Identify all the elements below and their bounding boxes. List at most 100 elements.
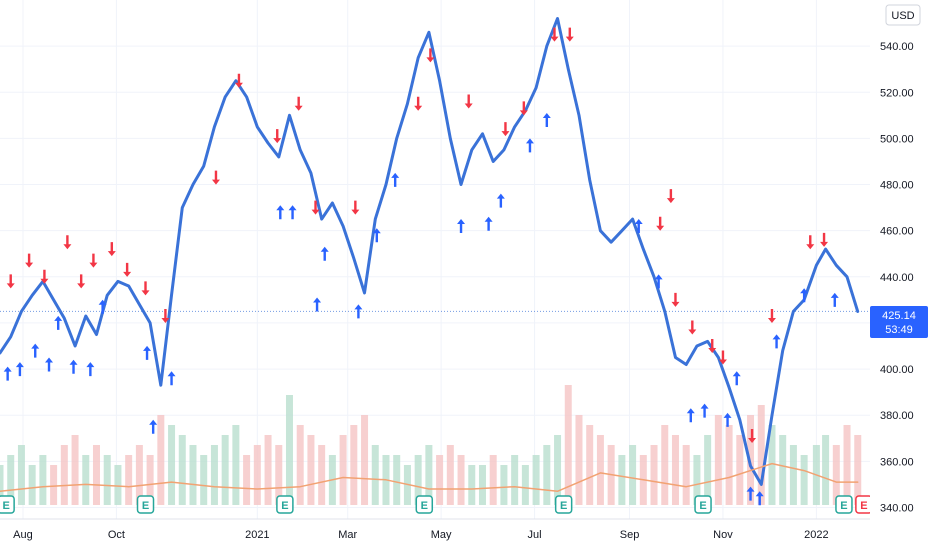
volume-bar [361,415,369,505]
volume-bar [521,465,529,505]
x-tick-label: Sep [620,529,640,541]
buy-signal-arrow [313,297,322,312]
sell-signal-arrow [89,253,98,268]
sell-signal-arrow [273,129,282,144]
earnings-badge-frame [136,495,155,514]
currency-button-frame[interactable] [885,4,921,26]
last-price-tag: 425.14 53:49 [870,306,928,338]
x-axis[interactable]: Aug Oct 2021 Mar May Jul Sep Nov 2022 [13,529,828,541]
y-tick-label: 460.00 [880,226,914,238]
volume-bar [243,455,251,505]
volume-bar [564,385,572,505]
y-tick-label: 540.00 [880,41,914,53]
volume-bar [264,435,272,505]
buy-signal-arrow [700,403,709,418]
earnings-badge[interactable]: E [136,495,155,514]
volume-bar [253,445,261,505]
volume-bar [414,455,422,505]
volume-bar [629,445,637,505]
y-tick-label: 440.00 [880,272,914,284]
buy-signal-arrow [54,315,63,330]
volume-bar [725,425,733,505]
volume-bar [82,455,90,505]
volume-bar [532,455,540,505]
earnings-badge-frame [835,495,853,514]
x-tick-label: Aug [13,529,33,541]
earnings-badge-letter: E [142,500,149,512]
buy-signal-arrow [86,362,95,377]
x-tick-label: 2022 [804,529,828,541]
volume-bar [596,435,604,505]
buy-signal-arrow [69,359,78,374]
sell-signal-arrow [123,262,132,277]
buy-signal-arrow [31,343,40,358]
volume-bar [478,465,486,505]
earnings-badge[interactable]: E [855,495,873,514]
volume-bar [92,445,100,505]
buy-signal-arrow [45,357,54,372]
sell-signal-arrow [294,96,303,111]
y-tick-label: 500.00 [880,133,914,145]
volume-bar [661,425,669,505]
earnings-badge[interactable]: E [694,495,712,514]
volume-bar [200,455,208,505]
volume-bar [178,435,186,505]
buy-signal-arrow [542,112,551,127]
volume-bar [757,405,765,505]
volume-bar [296,425,304,505]
earnings-badge-letter: E [2,500,9,512]
earnings-badge[interactable]: E [554,495,573,514]
volume-bar [822,435,830,505]
sell-signal-arrow [6,274,15,289]
volume-bar [189,445,197,505]
buy-signal-arrow [320,246,329,261]
earnings-badge-frame [276,495,294,514]
sell-signal-arrow [806,235,815,250]
volume-bar [371,445,379,505]
volume-bar [221,435,229,505]
buy-signal-arrow [772,334,781,349]
volume-bar [157,415,165,505]
earnings-badge[interactable]: E [276,495,294,514]
currency-button[interactable]: USD [885,4,921,26]
volume-bar [318,445,326,505]
y-axis-panel[interactable] [870,0,932,550]
sell-signal-arrow [161,309,170,324]
y-tick-label: 400.00 [880,364,914,376]
y-axis[interactable]: 340.00360.00380.00400.00420.00440.00460.… [880,41,914,514]
sell-signal-arrow [708,339,717,353]
moving-average-line [0,462,859,493]
x-tick-label: Mar [338,529,357,541]
volume-bar [457,455,465,505]
sell-signal-arrow [351,200,360,215]
x-tick-label: 2021 [245,529,269,541]
volume-bar [135,445,143,505]
volume-bar [436,455,444,505]
volume-bar [446,445,454,505]
sell-signal-arrow [414,96,423,111]
earnings-badge[interactable]: E [835,495,853,514]
sell-signal-arrow [671,292,680,307]
volume-bar [168,425,176,505]
sell-signal-arrow [311,200,320,215]
y-tick-label: 520.00 [880,87,914,99]
volume-bar [393,455,401,505]
sell-signal-arrow [748,428,757,443]
price-line [0,17,860,486]
x-tick-label: Nov [713,529,733,541]
y-tick-label: 380.00 [880,410,914,422]
buy-signal-arrow [800,288,809,303]
earnings-badge[interactable]: E [0,495,15,514]
volume-bar [489,455,497,505]
volume-bar [39,455,47,505]
sell-signal-arrow [519,101,528,116]
currency-label[interactable]: USD [891,10,914,22]
volume-bar [350,425,358,505]
buy-signal-arrow [746,486,755,501]
volume-bar [210,445,218,505]
volume-bar [232,425,240,505]
buy-signal-arrow [354,304,363,319]
earnings-badge[interactable]: E [415,495,434,514]
